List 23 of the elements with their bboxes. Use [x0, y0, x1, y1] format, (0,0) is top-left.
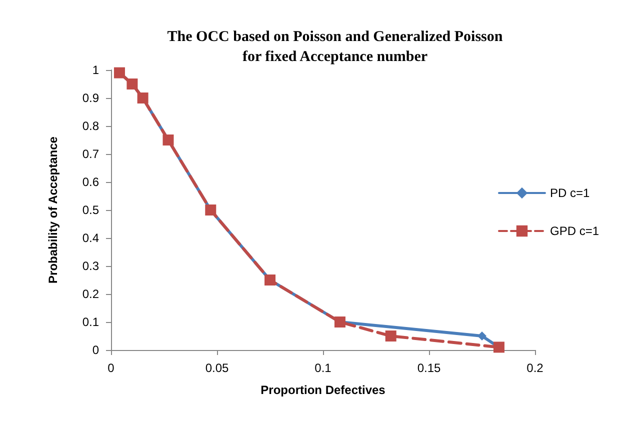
legend-label: PD c=1	[550, 186, 590, 200]
point	[385, 330, 396, 342]
x-tick-label: 0.05	[205, 361, 229, 375]
y-tick-label: 0	[92, 343, 100, 357]
y-tick-label: 1	[92, 63, 100, 77]
y-tick-label: 0.5	[82, 203, 100, 217]
y-tick-label: 0.4	[82, 231, 100, 245]
x-tick-label: 0.2	[526, 361, 544, 375]
y-axis-title: Probability of Acceptance	[46, 136, 60, 284]
y-tick-label: 0.7	[82, 147, 100, 161]
y-tick-label: 0.9	[82, 91, 100, 105]
y-tick-label: 0.8	[82, 119, 100, 133]
x-axis-title: Proportion Defectives	[260, 383, 386, 397]
point	[478, 332, 486, 340]
y-tick-label: 0.6	[82, 175, 100, 189]
chart-title: The OCC based on Poisson and Generalized Poisson for fixed Acceptance number	[167, 29, 504, 65]
y-tick-label: 0.2	[82, 287, 100, 301]
x-tick-label: 0.15	[417, 361, 441, 375]
x-tick-label: 0.1	[314, 361, 332, 375]
y-tick-label: 0.1	[82, 315, 100, 329]
x-tick-label: 0	[108, 361, 115, 375]
legend-label: GPD c=1	[550, 224, 600, 238]
y-tick-label: 0.3	[82, 259, 100, 273]
